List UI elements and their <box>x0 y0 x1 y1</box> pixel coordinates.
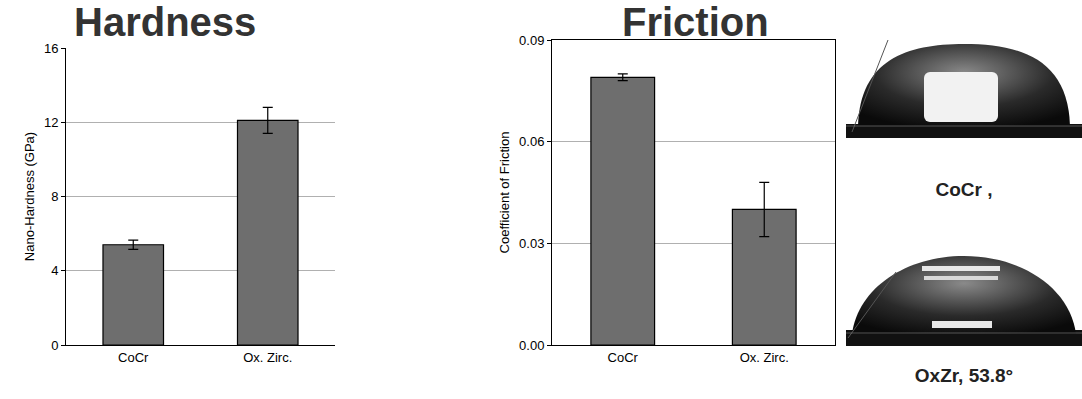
svg-text:0.09: 0.09 <box>519 33 544 48</box>
svg-text:Ox. Zirc.: Ox. Zirc. <box>740 350 789 365</box>
svg-text:0: 0 <box>51 338 58 353</box>
svg-text:8: 8 <box>51 189 58 204</box>
svg-text:CoCr: CoCr <box>608 350 639 365</box>
svg-text:0.03: 0.03 <box>519 236 544 251</box>
svg-text:Hardness: Hardness <box>74 0 256 44</box>
svg-text:12: 12 <box>44 115 58 130</box>
svg-text:CoCr: CoCr <box>118 350 149 365</box>
svg-text:Coefficient of Friction: Coefficient of Friction <box>497 132 512 254</box>
svg-text:CoCr ,: CoCr , <box>936 179 993 200</box>
svg-text:4: 4 <box>51 263 58 278</box>
svg-text:Nano-Hardness (GPa): Nano-Hardness (GPa) <box>22 132 37 261</box>
svg-text:0.00: 0.00 <box>519 338 544 353</box>
svg-text:0.06: 0.06 <box>519 134 544 149</box>
svg-text:OxZr, 53.8°: OxZr, 53.8° <box>915 365 1013 386</box>
svg-text:Friction: Friction <box>622 0 769 44</box>
svg-text:16: 16 <box>44 41 58 56</box>
svg-text:Ox. Zirc.: Ox. Zirc. <box>243 350 292 365</box>
